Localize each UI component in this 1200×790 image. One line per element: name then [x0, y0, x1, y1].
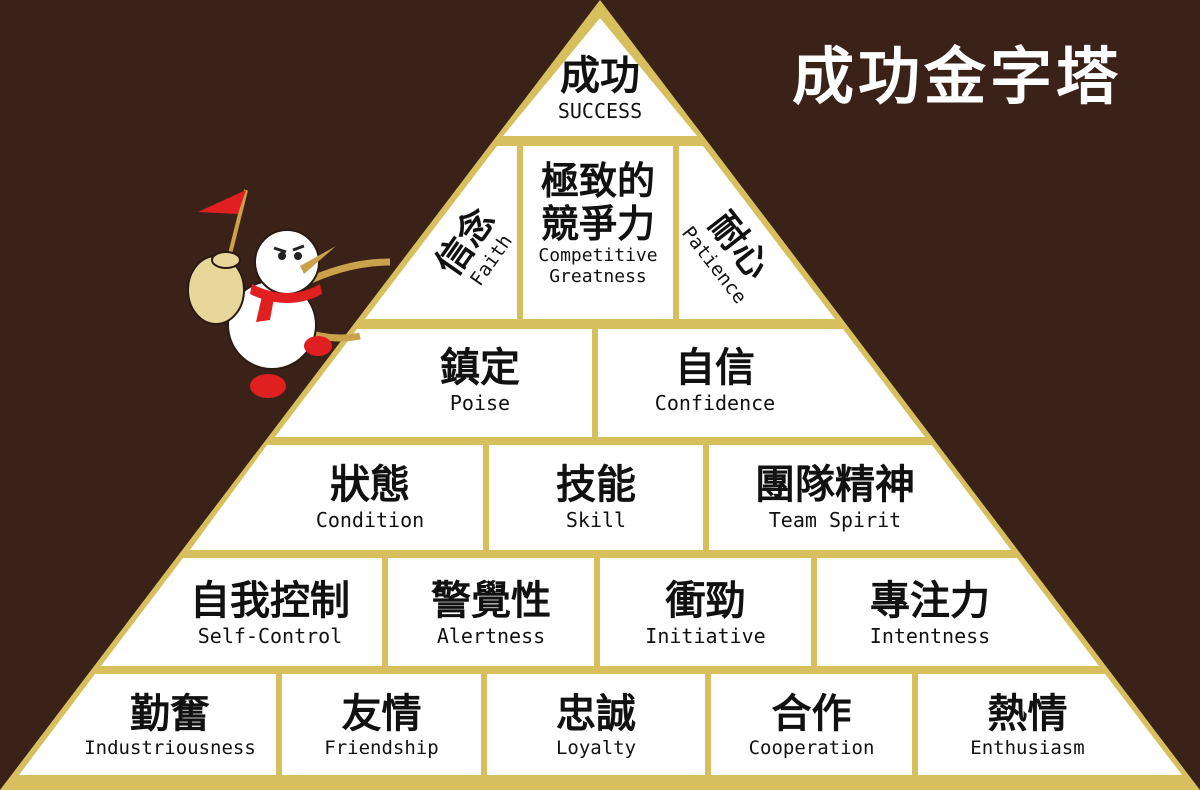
label-intentness: 專注力 Intentness	[830, 579, 1030, 648]
team-spirit-en: Team Spirit	[768, 507, 902, 532]
alertness-zh: 警覺性	[431, 578, 551, 624]
competitive-zh-line2: 競爭力	[540, 201, 655, 246]
loyalty-zh: 忠誠	[556, 691, 636, 737]
confidence-en: Confidence	[654, 390, 776, 415]
label-initiative: 衝勁 Initiative	[600, 579, 811, 648]
self-control-zh: 自我控制	[190, 578, 350, 624]
alertness-en: Alertness	[436, 623, 546, 648]
label-team-spirit: 團隊精神 Team Spirit	[720, 463, 950, 532]
skill-zh: 技能	[556, 462, 636, 508]
intentness-zh: 專注力	[870, 578, 990, 624]
pyramid-blocks	[19, 18, 1182, 775]
block-competitive	[523, 146, 673, 319]
red-flag-icon	[198, 189, 248, 263]
label-friendship: 友情 Friendship	[282, 692, 481, 759]
initiative-zh: 衝勁	[665, 578, 746, 624]
label-skill: 技能 Skill	[489, 463, 703, 532]
block-industriousness	[19, 674, 276, 775]
block-friendship	[282, 674, 481, 775]
poise-zh: 鎮定	[440, 345, 520, 391]
industriousness-zh: 勤奮	[130, 691, 210, 737]
label-cooperation: 合作 Cooperation	[711, 692, 912, 759]
block-faith	[365, 146, 517, 319]
competitive-en-line2: Greatness	[549, 266, 647, 288]
bundle-bag-icon	[187, 251, 245, 325]
block-condition	[190, 445, 483, 550]
self-control-en: Self-Control	[197, 623, 343, 648]
initiative-en: Initiative	[645, 623, 766, 648]
team-spirit-zh: 團隊精神	[755, 462, 915, 508]
confidence-zh: 自信	[675, 345, 755, 391]
loyalty-en: Loyalty	[555, 736, 637, 759]
label-industriousness: 勤奮 Industriousness	[70, 692, 270, 759]
cooperation-zh: 合作	[771, 691, 852, 737]
page-title: 成功金字塔	[791, 40, 1122, 113]
success-en: SUCCESS	[557, 98, 643, 123]
condition-en: Condition	[315, 507, 425, 532]
friendship-zh: 友情	[341, 691, 422, 737]
label-alertness: 警覺性 Alertness	[388, 579, 594, 648]
block-self-control	[101, 558, 382, 666]
snowman-climber-icon	[227, 229, 391, 398]
block-team-spirit	[709, 445, 1011, 550]
condition-zh: 狀態	[330, 462, 410, 508]
block-poise	[275, 329, 592, 437]
intentness-en: Intentness	[869, 623, 991, 648]
label-success: 成功 SUCCESS	[530, 54, 670, 123]
enthusiasm-en: Enthusiasm	[970, 736, 1085, 759]
competitive-zh-line1: 極致的	[540, 159, 655, 203]
label-enthusiasm: 熱情 Enthusiasm	[930, 692, 1125, 759]
competitive-en-line1: Competitive	[538, 245, 658, 267]
block-enthusiasm	[918, 674, 1182, 775]
label-self-control: 自我控制 Self-Control	[170, 579, 370, 648]
label-condition: 狀態 Condition	[270, 463, 470, 532]
block-alertness	[388, 558, 594, 666]
skill-en: Skill	[565, 507, 627, 532]
block-loyalty	[487, 674, 705, 775]
cooperation-en: Cooperation	[748, 736, 875, 759]
block-confidence	[598, 329, 925, 437]
label-poise: 鎮定 Poise	[380, 346, 580, 415]
block-skill	[489, 445, 703, 550]
block-initiative	[600, 558, 811, 666]
label-confidence: 自信 Confidence	[610, 346, 820, 415]
poise-en: Poise	[449, 390, 511, 415]
industriousness-en: Industriousness	[84, 736, 256, 759]
label-competitive-greatness: 極致的 競爭力 Competitive Greatness	[523, 160, 673, 287]
friendship-en: Friendship	[324, 736, 439, 759]
success-zh: 成功	[560, 53, 640, 99]
enthusiasm-zh: 熱情	[987, 691, 1068, 737]
label-loyalty: 忠誠 Loyalty	[487, 692, 705, 759]
block-success	[503, 18, 697, 136]
block-intentness	[817, 558, 1099, 666]
block-cooperation	[711, 674, 912, 775]
block-patience	[679, 146, 835, 319]
